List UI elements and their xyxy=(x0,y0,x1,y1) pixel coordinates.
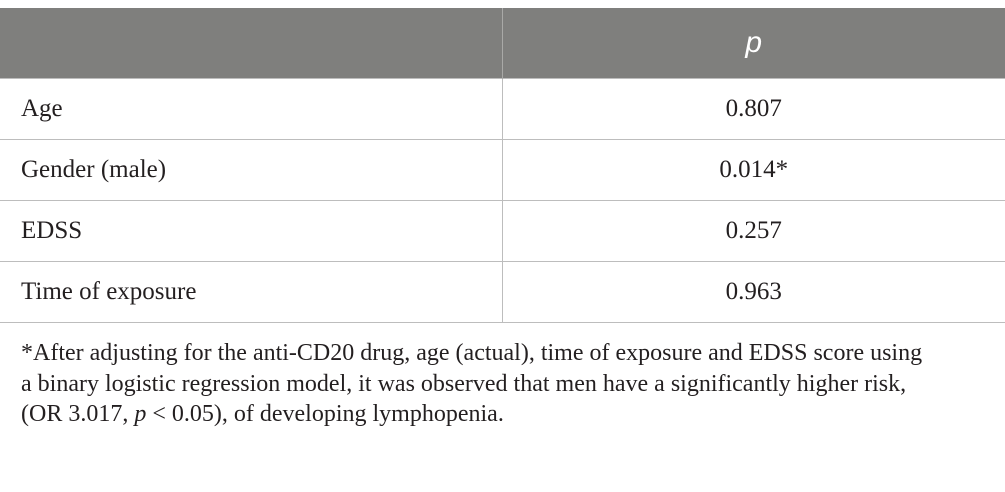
table-row: Age 0.807 xyxy=(0,78,1005,140)
row-label-time-of-exposure: Time of exposure xyxy=(0,261,503,323)
results-table-container: p Age 0.807 Gender (male) 0.014* EDSS 0.… xyxy=(0,8,1005,323)
row-label-age: Age xyxy=(0,78,503,140)
footnote-line-2: a binary logistic regression model, it w… xyxy=(21,370,907,397)
row-value-age: 0.807 xyxy=(502,78,1005,140)
row-label-edss: EDSS xyxy=(0,200,503,262)
header-row: p xyxy=(0,8,1005,79)
table-header: p xyxy=(0,8,1005,79)
row-label-gender: Gender (male) xyxy=(0,139,503,201)
results-table: p Age 0.807 Gender (male) 0.014* EDSS 0.… xyxy=(0,8,1005,323)
footnote-line-3-end: < 0.05), of developing lymphopenia. xyxy=(146,401,504,427)
table-body: Age 0.807 Gender (male) 0.014* EDSS 0.25… xyxy=(0,78,1005,323)
footnote-line-3-start: (OR 3.017, xyxy=(21,401,135,427)
table-footnote: *After adjusting for the anti-CD20 drug,… xyxy=(21,338,1005,430)
table-row: Gender (male) 0.014* xyxy=(0,139,1005,201)
table-row: Time of exposure 0.963 xyxy=(0,261,1005,323)
footnote-line-3: (OR 3.017, p < 0.05), of developing lymp… xyxy=(21,399,1005,430)
row-value-gender: 0.014* xyxy=(502,139,1005,201)
footnote-p-symbol: p xyxy=(134,401,147,427)
footnote-line-1: *After adjusting for the anti-CD20 drug,… xyxy=(21,340,923,366)
row-value-edss: 0.257 xyxy=(502,200,1005,262)
header-cell-variable xyxy=(0,8,503,79)
header-cell-p-value: p xyxy=(502,8,1005,79)
row-value-time-of-exposure: 0.963 xyxy=(502,261,1005,323)
table-row: EDSS 0.257 xyxy=(0,200,1005,262)
